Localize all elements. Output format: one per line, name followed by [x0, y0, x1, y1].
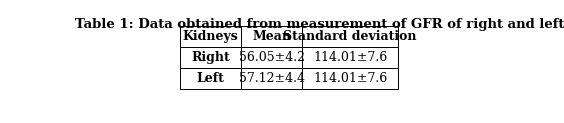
Text: 114.01±7.6: 114.01±7.6: [313, 51, 387, 64]
Text: Table 1: Data obtained from measurement of GFR of right and left kidneys.: Table 1: Data obtained from measurement …: [75, 18, 564, 31]
Bar: [302, 26, 398, 47]
Bar: [241, 68, 302, 89]
Text: Right: Right: [191, 51, 230, 64]
Text: Standard deviation: Standard deviation: [284, 30, 417, 43]
Text: Mean: Mean: [252, 30, 291, 43]
Bar: [180, 26, 241, 47]
Text: Kidneys: Kidneys: [183, 30, 238, 43]
Text: 57.12±4.4: 57.12±4.4: [239, 72, 305, 85]
Text: Left: Left: [196, 72, 224, 85]
Bar: [302, 47, 398, 68]
Bar: [241, 26, 302, 47]
Text: 56.05±4.2: 56.05±4.2: [239, 51, 305, 64]
Bar: [241, 47, 302, 68]
Bar: [180, 47, 241, 68]
Bar: [302, 68, 398, 89]
Bar: [180, 68, 241, 89]
Text: 114.01±7.6: 114.01±7.6: [313, 72, 387, 85]
